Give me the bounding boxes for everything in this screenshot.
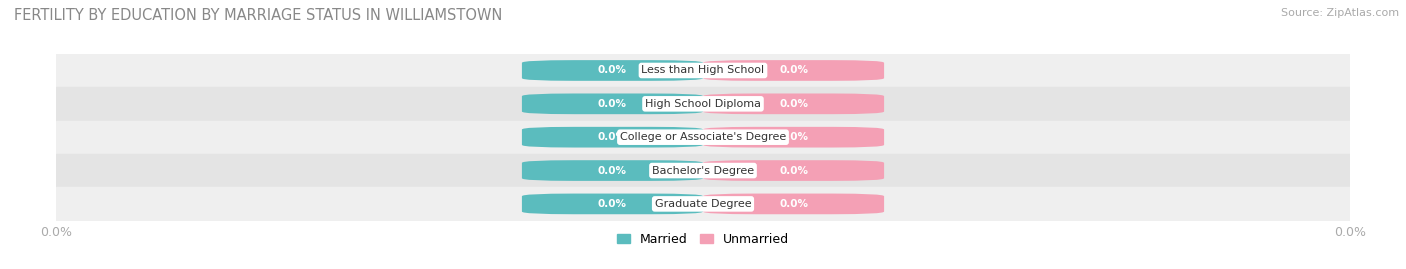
Text: Graduate Degree: Graduate Degree bbox=[655, 199, 751, 209]
Bar bbox=[56, 154, 1350, 187]
FancyBboxPatch shape bbox=[522, 127, 703, 147]
FancyBboxPatch shape bbox=[703, 127, 884, 147]
Text: Less than High School: Less than High School bbox=[641, 65, 765, 76]
Text: Bachelor's Degree: Bachelor's Degree bbox=[652, 165, 754, 176]
Text: 0.0%: 0.0% bbox=[598, 165, 627, 176]
FancyBboxPatch shape bbox=[522, 160, 703, 181]
Text: High School Diploma: High School Diploma bbox=[645, 99, 761, 109]
Text: 0.0%: 0.0% bbox=[779, 132, 808, 142]
Text: 0.0%: 0.0% bbox=[779, 65, 808, 76]
FancyBboxPatch shape bbox=[703, 60, 884, 81]
FancyBboxPatch shape bbox=[522, 194, 703, 214]
FancyBboxPatch shape bbox=[703, 94, 884, 114]
Legend: Married, Unmarried: Married, Unmarried bbox=[612, 228, 794, 251]
FancyBboxPatch shape bbox=[522, 94, 703, 114]
Text: Source: ZipAtlas.com: Source: ZipAtlas.com bbox=[1281, 8, 1399, 18]
Text: 0.0%: 0.0% bbox=[598, 65, 627, 76]
FancyBboxPatch shape bbox=[703, 194, 884, 214]
Bar bbox=[56, 87, 1350, 121]
Bar bbox=[56, 187, 1350, 221]
Text: 0.0%: 0.0% bbox=[598, 99, 627, 109]
Text: 0.0%: 0.0% bbox=[779, 99, 808, 109]
Text: College or Associate's Degree: College or Associate's Degree bbox=[620, 132, 786, 142]
FancyBboxPatch shape bbox=[522, 60, 703, 81]
Text: 0.0%: 0.0% bbox=[779, 165, 808, 176]
Text: FERTILITY BY EDUCATION BY MARRIAGE STATUS IN WILLIAMSTOWN: FERTILITY BY EDUCATION BY MARRIAGE STATU… bbox=[14, 8, 502, 23]
Text: 0.0%: 0.0% bbox=[779, 199, 808, 209]
Bar bbox=[56, 121, 1350, 154]
Text: 0.0%: 0.0% bbox=[598, 132, 627, 142]
FancyBboxPatch shape bbox=[703, 160, 884, 181]
Text: 0.0%: 0.0% bbox=[598, 199, 627, 209]
Bar bbox=[56, 54, 1350, 87]
